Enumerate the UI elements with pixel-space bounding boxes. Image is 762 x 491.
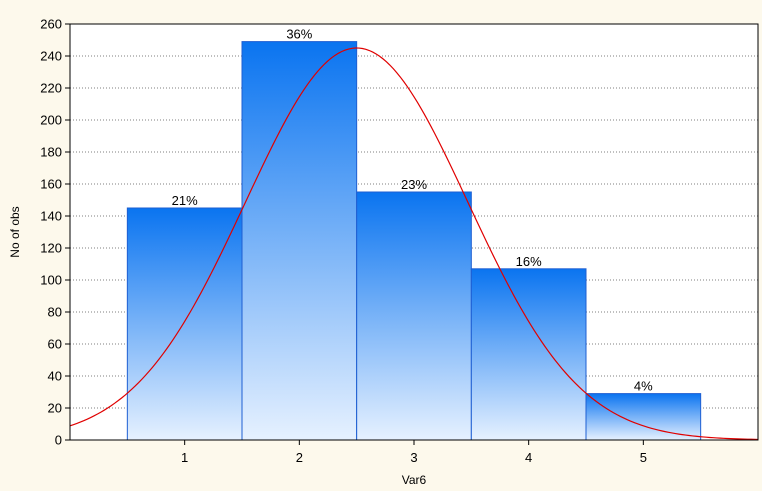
data-label: 4% (634, 379, 653, 394)
data-label: 23% (401, 177, 427, 192)
y-tick-label: 180 (40, 145, 62, 160)
x-axis-title: Var6 (402, 473, 427, 487)
y-tick-label: 80 (48, 305, 62, 320)
y-tick-label: 0 (55, 433, 62, 448)
bars (126, 41, 702, 441)
y-tick-label: 140 (40, 209, 62, 224)
y-axis-title: No of obs (8, 206, 22, 257)
y-tick-label: 100 (40, 273, 62, 288)
bar (126, 207, 243, 441)
x-tick-label: 1 (181, 450, 188, 465)
x-axis: 1 2 3 4 5 (181, 440, 647, 465)
y-tick-label: 200 (40, 113, 62, 128)
y-tick-label: 40 (48, 369, 62, 384)
y-tick-label: 220 (40, 81, 62, 96)
bar (470, 268, 587, 441)
data-labels: 21% 36% 23% 16% 4% (172, 27, 654, 394)
data-label: 16% (516, 254, 542, 269)
normal-curve (69, 47, 759, 441)
x-tick-label: 3 (410, 450, 417, 465)
y-axis: 0 20 40 60 80 100 120 140 160 180 200 220 240 260 (40, 17, 70, 448)
y-tick-label: 120 (40, 241, 62, 256)
bar (241, 41, 358, 441)
data-label: 21% (172, 193, 198, 208)
y-tick-label: 60 (48, 337, 62, 352)
bar (356, 191, 472, 441)
data-label: 36% (286, 27, 312, 42)
y-tick-label: 20 (48, 401, 62, 416)
bar (585, 393, 702, 441)
x-tick-label: 4 (525, 450, 532, 465)
y-tick-label: 240 (40, 49, 62, 64)
x-tick-label: 5 (640, 450, 647, 465)
y-tick-label: 260 (40, 17, 62, 32)
x-tick-label: 2 (296, 450, 303, 465)
y-tick-label: 160 (40, 177, 62, 192)
